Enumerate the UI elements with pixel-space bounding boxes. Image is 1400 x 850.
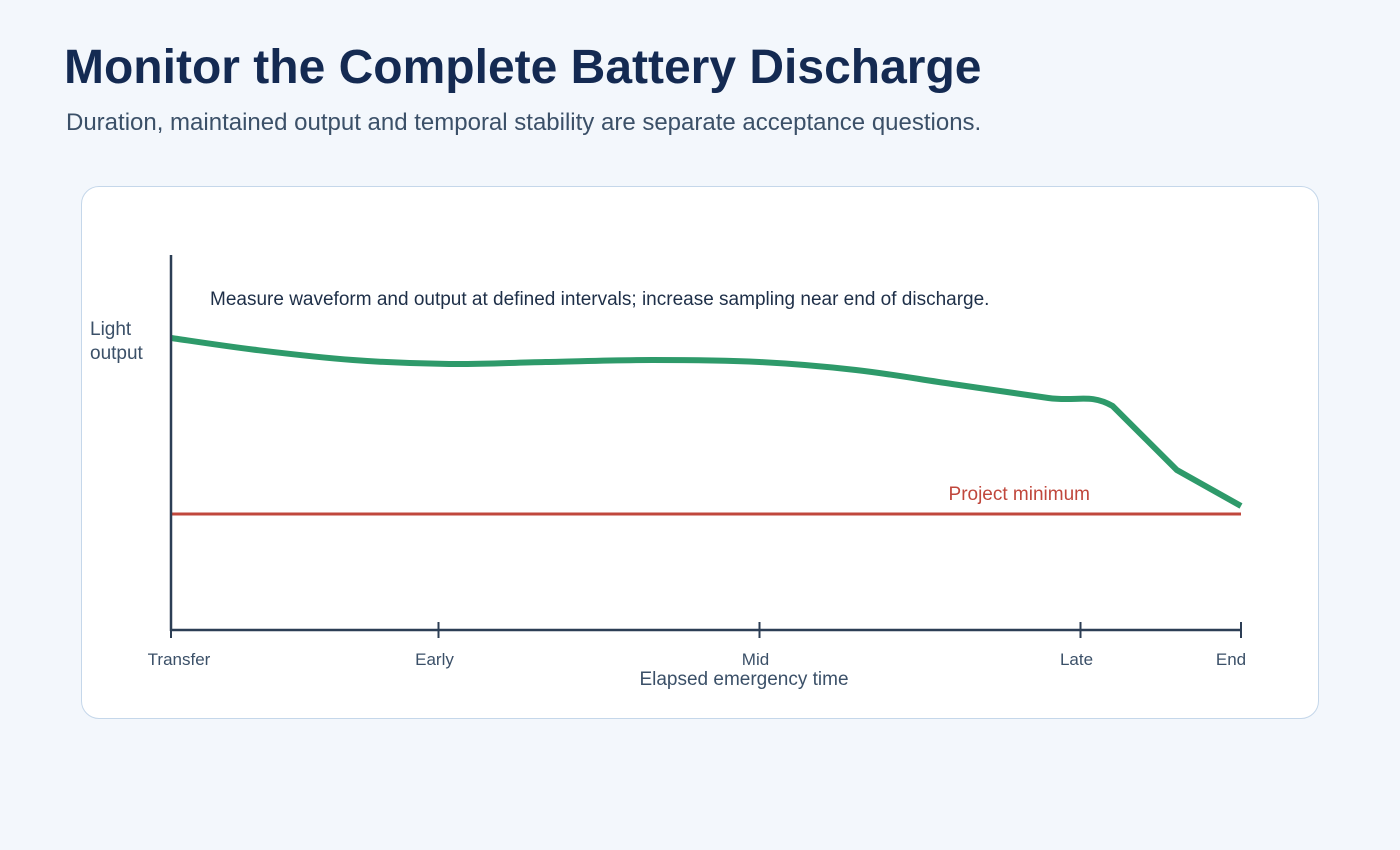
series-line-0 bbox=[170, 335, 1243, 509]
chart-annotation: Measure waveform and output at defined i… bbox=[210, 289, 989, 310]
x-tick-label: Early bbox=[415, 650, 454, 669]
x-tick-label: End bbox=[1216, 650, 1246, 669]
y-axis-label-line-2: output bbox=[90, 343, 144, 364]
page-subtitle: Duration, maintained output and temporal… bbox=[66, 109, 982, 136]
x-axis-label: Elapsed emergency time bbox=[639, 669, 848, 690]
page-title: Monitor the Complete Battery Discharge bbox=[64, 41, 982, 94]
threshold-label: Project minimum bbox=[949, 484, 1090, 505]
x-tick-label: Late bbox=[1060, 650, 1093, 669]
x-tick-label: Mid bbox=[742, 650, 769, 669]
y-axis-label-line-1: Light bbox=[90, 319, 132, 340]
x-tick-label: Transfer bbox=[148, 650, 211, 669]
